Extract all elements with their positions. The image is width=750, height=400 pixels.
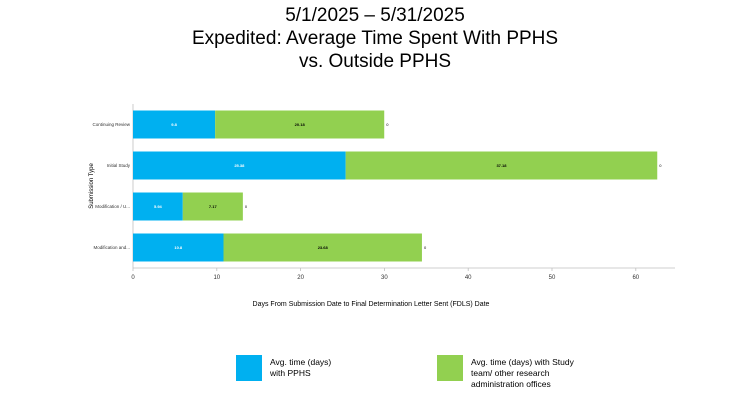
data-label: 37.18 [496, 163, 507, 168]
data-label: 7.17 [209, 204, 218, 209]
legend-label-pphs: Avg. time (days) with PPHS [270, 357, 332, 378]
legend-item-outside: Avg. time (days) with Study team/ other … [437, 355, 574, 389]
data-label: 5.94 [154, 204, 163, 209]
data-label-end: 0 [386, 122, 389, 127]
x-tick-label: 50 [549, 275, 556, 281]
category-label: Initial Study [107, 163, 131, 168]
data-label: 25.38 [234, 163, 245, 168]
x-tick-label: 10 [213, 275, 220, 281]
x-tick-label: 30 [381, 275, 388, 281]
y-axis-label: Submission Type [89, 163, 95, 209]
bar-segment [133, 233, 224, 262]
chart-labels: Continuing Review 9.8 20.18 0 Initial Study 2… [92, 122, 662, 250]
chart-title: 5/1/2025 – 5/31/2025 Expedited: Average … [0, 4, 750, 73]
legend-item-pphs: Avg. time (days) with PPHS [236, 355, 331, 385]
data-label: 23.68 [318, 245, 329, 250]
bar-segment [133, 151, 346, 180]
chart-bars [133, 110, 658, 262]
bar-segment [223, 233, 422, 262]
bar-segment [133, 192, 183, 221]
category-label: Modification / U... [95, 204, 130, 209]
bar-segment [133, 110, 216, 139]
bar-segment [215, 110, 385, 139]
x-tick-label: 20 [297, 275, 304, 281]
data-label-end: 0 [245, 204, 248, 209]
x-tick-label: 40 [465, 275, 472, 281]
category-label: Continuing Review [92, 122, 130, 127]
title-sub: vs. Outside PPHS [298, 51, 452, 72]
data-label: 20.18 [295, 122, 306, 127]
data-label: 10.8 [174, 245, 183, 250]
bar-segment [345, 151, 658, 180]
category-label: Modification and... [93, 245, 130, 250]
x-tick-label: 0 [131, 275, 135, 281]
x-tick-label: 60 [632, 275, 639, 281]
legend-label-outside: Avg. time (days) with Study team/ other … [471, 357, 574, 389]
bar-segment [182, 192, 243, 221]
data-label: 9.8 [171, 122, 177, 127]
x-axis-label: Days From Submission Date to Final Deter… [253, 301, 490, 308]
title-main: Expedited: Average Time Spent With PPHS [191, 28, 559, 49]
data-label-end: 0 [659, 163, 662, 168]
legend-swatch-pphs [236, 355, 262, 381]
data-label-end: 0 [424, 245, 427, 250]
title-date-range: 5/1/2025 – 5/31/2025 [285, 5, 465, 26]
legend-swatch-outside [437, 355, 463, 381]
